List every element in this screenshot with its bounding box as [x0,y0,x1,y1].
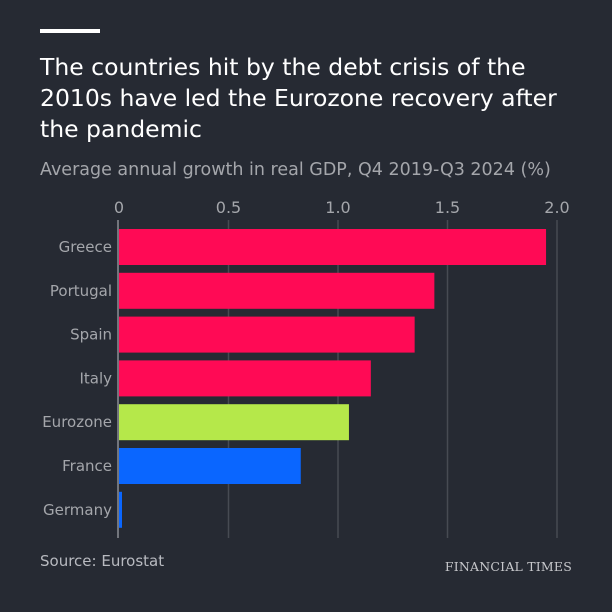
bar-italy [119,360,371,397]
x-tick-label: 2.0 [544,198,569,217]
category-label: Germany [43,501,112,519]
bar-greece [119,229,547,265]
bar-eurozone [119,404,349,441]
category-label: Portugal [50,282,112,300]
category-label: Eurozone [42,413,112,431]
bar-france [119,448,301,484]
x-tick-label: 0.5 [216,198,241,217]
category-label: France [62,457,112,475]
x-tick-label: 0 [114,198,124,217]
title-accent-bar [40,29,100,33]
x-tick-label: 1.5 [435,198,460,217]
source-note: Source: Eurostat [40,552,165,570]
bar-spain [119,316,415,353]
x-tick-label: 1.0 [325,198,350,217]
bar-portugal [119,272,435,309]
chart-subtitle: Average annual growth in real GDP, Q4 20… [40,160,551,180]
category-label: Italy [79,369,112,387]
ft-logo: FINANCIAL TIMES [444,559,572,574]
category-label: Greece [59,238,112,256]
category-label: Spain [70,326,112,344]
chart-title: The countries hit by the debt crisis of … [40,53,557,143]
bar-germany [119,491,122,528]
